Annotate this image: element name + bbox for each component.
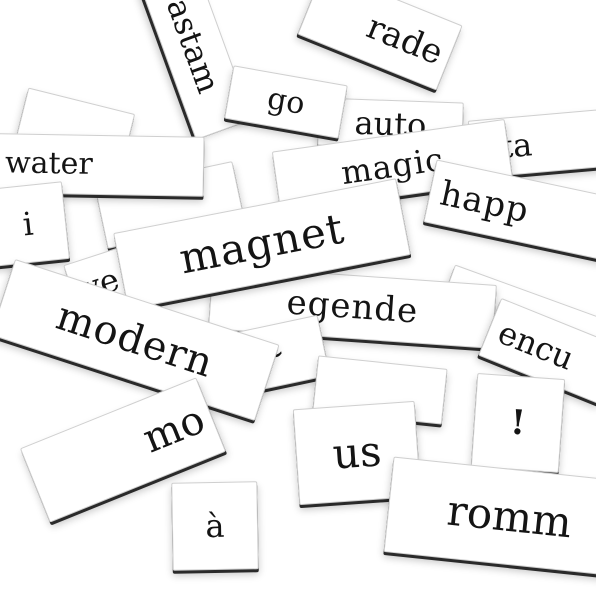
tile-text-happ: happ: [436, 173, 533, 232]
tile-text-us: us: [331, 426, 383, 479]
tile-exclamation: !: [470, 373, 566, 473]
tile-text-mo: mo: [136, 396, 212, 463]
tile-text-pastam: pastam: [151, 0, 228, 99]
tile-text-a-grave: à: [205, 506, 225, 546]
tile-text-go: go: [264, 81, 308, 122]
tile-text-magnet: magnet: [175, 203, 349, 284]
tile-rade: rade: [297, 0, 463, 91]
tile-romm: romm: [383, 456, 596, 576]
tile-text-modern: modern: [50, 293, 220, 387]
tile-happ: happ: [423, 159, 596, 261]
tile-text-romm: romm: [444, 485, 575, 548]
tile-text-i: i: [20, 204, 36, 244]
tile-text-exclamation: !: [509, 402, 527, 444]
tile-text-encu: encu: [492, 313, 580, 378]
tile-text-water: water: [4, 145, 94, 182]
tile-go: go: [224, 65, 348, 139]
tile-text-rade: rade: [360, 6, 449, 74]
tile-i: i: [0, 181, 70, 267]
tile-a-grave: à: [171, 481, 259, 571]
